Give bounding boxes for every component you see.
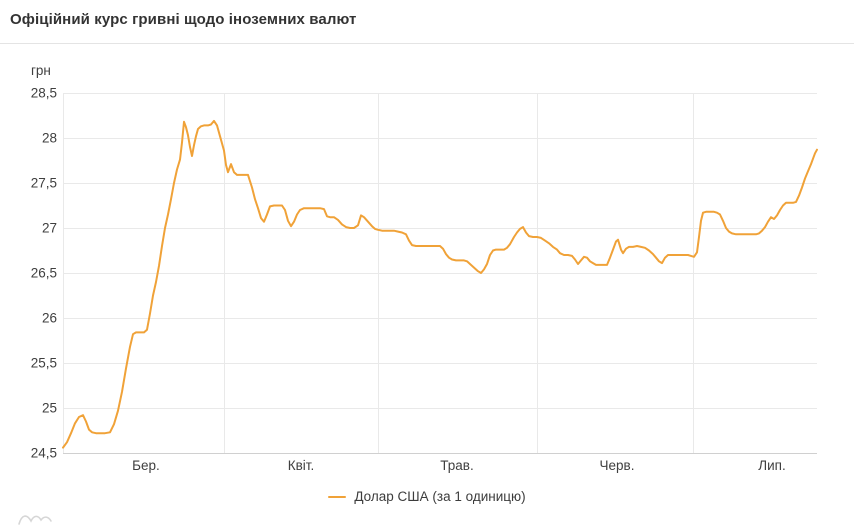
y-tick-label: 25,5 — [31, 356, 57, 371]
y-tick-label: 27 — [42, 221, 57, 236]
y-tick-label: 25 — [42, 401, 57, 416]
header-divider — [0, 43, 854, 44]
y-tick-label: 26 — [42, 311, 57, 326]
x-tick-label: Бер. — [132, 458, 160, 473]
page-title: Офіційний курс гривні щодо іноземних вал… — [10, 11, 357, 28]
usd-rate-line — [62, 119, 818, 449]
y-tick-label: 28 — [42, 131, 57, 146]
y-tick-label: 24,5 — [31, 446, 57, 461]
chart-legend[interactable]: Долар США (за 1 одиницю) — [0, 489, 854, 504]
y-tick-label: 27,5 — [31, 176, 57, 191]
x-tick-label: Квіт. — [288, 458, 314, 473]
y-tick-label: 28,5 — [31, 86, 57, 101]
waves-icon — [18, 515, 52, 525]
y-tick-label: 26,5 — [31, 266, 57, 281]
legend-label: Долар США (за 1 одиницю) — [354, 489, 526, 504]
x-tick-label: Трав. — [440, 458, 473, 473]
y-axis-unit-label: грн — [31, 63, 51, 78]
x-tick-label: Лип. — [758, 458, 785, 473]
legend-line-marker — [328, 495, 347, 498]
x-tick-label: Черв. — [600, 458, 635, 473]
